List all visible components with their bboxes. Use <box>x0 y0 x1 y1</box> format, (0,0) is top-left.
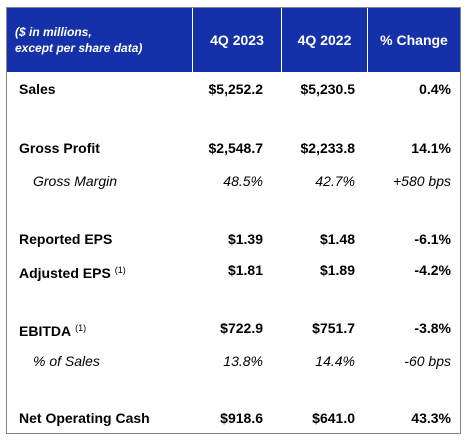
row-label: % of Sales <box>33 353 100 369</box>
row-label: Adjusted EPS <box>19 265 111 281</box>
value-pct-change: -3.8% <box>414 320 451 336</box>
header-divider <box>281 8 282 72</box>
value-pct-change: -60 bps <box>404 353 451 369</box>
financial-summary-table: ($ in millions, except per share data) 4… <box>6 7 461 434</box>
row-label: Net Operating Cash <box>19 410 150 426</box>
row-sales: Sales $5,252.2 $5,230.5 0.4% <box>7 77 460 101</box>
value-pct-change: 43.3% <box>411 410 451 426</box>
units-note: ($ in millions, except per share data) <box>15 8 183 72</box>
units-note-line2: except per share data) <box>15 41 143 55</box>
row-reported-eps: Reported EPS $1.39 $1.48 -6.1% <box>7 227 460 251</box>
value-4q-2023: $5,252.2 <box>208 81 264 97</box>
row-label-wrap: EBITDA (1) <box>19 316 86 343</box>
value-pct-change: -6.1% <box>414 231 451 247</box>
row-adjusted-eps: Adjusted EPS (1) $1.81 $1.89 -4.2% <box>7 258 460 282</box>
row-label: Gross Profit <box>19 140 100 156</box>
row-label-wrap: Adjusted EPS (1) <box>19 258 126 285</box>
value-4q-2023: 48.5% <box>223 173 263 189</box>
value-4q-2023: $1.39 <box>227 231 263 247</box>
value-4q-2022: $2,233.8 <box>300 140 356 156</box>
value-pct-change: +580 bps <box>393 173 451 189</box>
value-4q-2022: $1.48 <box>319 231 355 247</box>
table-header: ($ in millions, except per share data) 4… <box>7 8 460 72</box>
row-net-operating-cash: Net Operating Cash $918.6 $641.0 43.3% <box>7 406 460 430</box>
row-gross-margin: Gross Margin 48.5% 42.7% +580 bps <box>7 169 460 193</box>
column-header-4q-2022: 4Q 2022 <box>297 32 352 48</box>
units-note-line1: ($ in millions, <box>15 25 92 39</box>
value-4q-2022: $1.89 <box>319 262 355 278</box>
row-pct-of-sales: % of Sales 13.8% 14.4% -60 bps <box>7 349 460 373</box>
footnote-marker: (1) <box>75 323 87 333</box>
value-4q-2022: $5,230.5 <box>300 81 356 97</box>
value-pct-change: -4.2% <box>414 262 451 278</box>
row-label: Gross Margin <box>33 173 118 189</box>
header-divider <box>192 8 193 72</box>
value-pct-change: 14.1% <box>411 140 451 156</box>
column-header-pct-change: % Change <box>380 32 448 48</box>
header-divider <box>367 8 368 72</box>
value-4q-2022: 14.4% <box>315 353 355 369</box>
value-4q-2022: 42.7% <box>315 173 355 189</box>
column-header-4q-2023: 4Q 2023 <box>210 32 264 48</box>
value-4q-2023: 13.8% <box>223 353 263 369</box>
row-label: Sales <box>19 81 56 97</box>
row-label: Reported EPS <box>19 231 113 247</box>
value-4q-2023: $1.81 <box>227 262 263 278</box>
value-pct-change: 0.4% <box>419 81 451 97</box>
value-4q-2023: $2,548.7 <box>208 140 264 156</box>
value-4q-2023: $722.9 <box>220 320 263 336</box>
footnote-marker: (1) <box>114 265 126 275</box>
row-gross-profit: Gross Profit $2,548.7 $2,233.8 14.1% <box>7 136 460 160</box>
value-4q-2023: $918.6 <box>220 410 263 426</box>
row-ebitda: EBITDA (1) $722.9 $751.7 -3.8% <box>7 316 460 340</box>
row-label: EBITDA <box>19 323 72 339</box>
value-4q-2022: $641.0 <box>312 410 355 426</box>
value-4q-2022: $751.7 <box>312 320 355 336</box>
